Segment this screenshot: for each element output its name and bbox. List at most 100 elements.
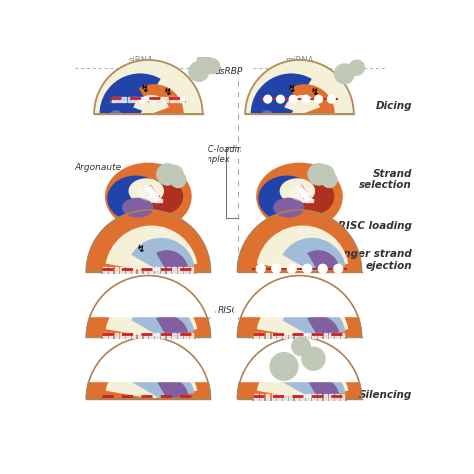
Ellipse shape <box>262 111 273 120</box>
Wedge shape <box>283 238 346 272</box>
Text: GW: GW <box>308 356 319 361</box>
Bar <box>167 333 170 338</box>
Ellipse shape <box>237 387 275 416</box>
Bar <box>234 272 365 316</box>
Wedge shape <box>131 303 194 337</box>
Text: dsRBP: dsRBP <box>214 67 243 76</box>
Ellipse shape <box>101 109 125 125</box>
Bar <box>82 272 214 316</box>
Bar <box>234 337 365 381</box>
Bar <box>138 267 141 273</box>
Ellipse shape <box>139 185 158 200</box>
Bar <box>103 267 107 273</box>
Circle shape <box>288 264 296 273</box>
Bar <box>117 97 121 102</box>
Bar <box>234 399 365 443</box>
Bar <box>266 333 269 338</box>
Bar <box>173 333 176 338</box>
Bar <box>303 197 311 200</box>
Bar <box>260 394 264 400</box>
Wedge shape <box>100 73 161 114</box>
Wedge shape <box>131 238 194 272</box>
Bar <box>82 399 214 443</box>
Bar <box>144 333 147 338</box>
Bar <box>272 333 275 338</box>
Bar <box>302 194 310 198</box>
Bar <box>138 333 141 338</box>
Circle shape <box>256 264 265 273</box>
Circle shape <box>171 172 186 188</box>
Ellipse shape <box>280 179 314 203</box>
Bar <box>296 188 304 191</box>
Bar <box>324 333 327 338</box>
Ellipse shape <box>129 179 164 203</box>
Bar <box>277 333 281 338</box>
Bar <box>180 97 184 102</box>
Bar <box>283 333 287 338</box>
Bar <box>103 333 107 338</box>
Bar <box>149 267 153 273</box>
Bar <box>144 267 147 273</box>
Bar <box>90 114 207 161</box>
Circle shape <box>289 95 297 103</box>
Text: ?: ? <box>299 343 303 349</box>
Text: Dicing: Dicing <box>375 101 412 111</box>
Circle shape <box>164 165 183 183</box>
Bar <box>112 97 116 102</box>
Bar <box>149 97 153 102</box>
Bar <box>126 333 130 338</box>
Bar <box>272 394 275 400</box>
Bar <box>161 333 164 338</box>
Bar <box>277 394 281 400</box>
Bar <box>144 186 151 189</box>
Circle shape <box>189 62 209 82</box>
Bar <box>120 267 124 273</box>
Bar <box>120 333 124 338</box>
Wedge shape <box>156 377 188 399</box>
Wedge shape <box>257 353 348 399</box>
Circle shape <box>308 164 329 185</box>
Bar <box>138 97 142 102</box>
Wedge shape <box>257 291 348 337</box>
Bar <box>241 114 357 161</box>
Bar <box>154 199 162 202</box>
Wedge shape <box>237 275 362 337</box>
Bar <box>306 333 310 338</box>
Bar <box>161 267 164 273</box>
Wedge shape <box>94 60 202 114</box>
Circle shape <box>319 264 327 273</box>
Text: ↯: ↯ <box>288 84 296 94</box>
Wedge shape <box>237 210 362 272</box>
Wedge shape <box>139 84 183 114</box>
Ellipse shape <box>252 109 276 125</box>
Ellipse shape <box>237 260 275 289</box>
Wedge shape <box>290 84 335 114</box>
Wedge shape <box>307 377 339 399</box>
Ellipse shape <box>144 180 182 213</box>
Text: ↯: ↯ <box>140 84 148 94</box>
Bar <box>115 333 118 338</box>
Bar <box>178 333 182 338</box>
Wedge shape <box>133 95 169 114</box>
Wedge shape <box>283 365 346 399</box>
Bar <box>133 97 137 102</box>
Bar <box>295 394 298 400</box>
Bar <box>132 333 136 338</box>
Bar <box>175 97 179 102</box>
Bar <box>300 192 308 195</box>
Circle shape <box>276 95 284 103</box>
Text: Slicing: Slicing <box>157 288 194 298</box>
Bar <box>155 267 159 273</box>
Bar <box>154 97 158 102</box>
Bar <box>82 337 214 381</box>
Circle shape <box>303 264 311 273</box>
Bar <box>341 333 345 338</box>
Text: RISC-loading
complex: RISC-loading complex <box>195 145 248 164</box>
Bar <box>298 190 306 193</box>
Bar <box>289 333 292 338</box>
Text: miRNA: miRNA <box>285 56 314 65</box>
Bar <box>254 333 258 338</box>
Bar <box>109 333 112 338</box>
Bar <box>155 333 159 338</box>
Circle shape <box>272 264 281 273</box>
